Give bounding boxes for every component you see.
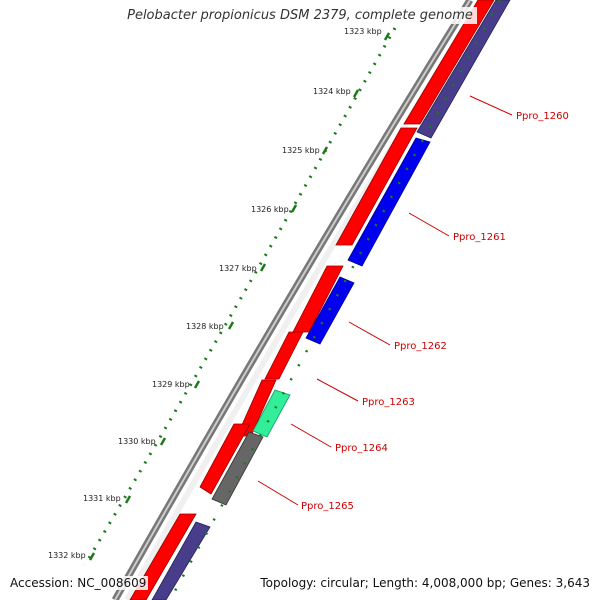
cds-feature-1260[interactable] (403, 0, 495, 125)
gene-label-ppro-1264[interactable]: Ppro_1264 (335, 443, 388, 454)
map-title: Pelobacter propionicus DSM 2379, complet… (0, 7, 600, 24)
tick-label: 1329 kbp (152, 380, 190, 389)
highlight-feature-1264[interactable] (252, 389, 291, 438)
genome-backbone-highlight (114, 0, 471, 600)
gene-callouts (257, 95, 513, 506)
inner-tick-arc (168, 0, 502, 600)
forward-feature-1261[interactable] (347, 137, 431, 267)
accession-label: Accession: NC_008609 (8, 576, 149, 590)
gene-label-ppro-1262[interactable]: Ppro_1262 (394, 341, 447, 352)
gene-labels: Ppro_1260 Ppro_1261 Ppro_1262 Ppro_1263 … (301, 111, 569, 512)
scale-arc (83, 27, 397, 566)
gene-label-ppro-1265[interactable]: Ppro_1265 (301, 501, 354, 512)
gray-feature-1265[interactable] (211, 431, 264, 506)
gene-label-ppro-1263[interactable]: Ppro_1263 (362, 397, 415, 408)
tick-label: 1324 kbp (313, 87, 351, 96)
cds-feature-1264[interactable] (199, 423, 251, 495)
tick-label: 1332 kbp (48, 551, 86, 560)
tick-label: 1326 kbp (251, 205, 289, 214)
cds-feature-1263[interactable] (264, 331, 304, 380)
genome-summary: Topology: circular; Length: 4,008,000 bp… (258, 576, 592, 590)
tick-label: 1331 kbp (83, 494, 121, 503)
gene-label-ppro-1260[interactable]: Ppro_1260 (516, 111, 569, 122)
tick-label: 1323 kbp (344, 27, 382, 36)
tick-label: 1325 kbp (282, 146, 320, 155)
cds-track (129, 0, 495, 600)
tick-label: 1327 kbp (219, 264, 257, 273)
gene-label-ppro-1261[interactable]: Ppro_1261 (453, 232, 506, 243)
map-title-text: Pelobacter propionicus DSM 2379, complet… (123, 7, 477, 24)
tick-label: 1328 kbp (186, 322, 224, 331)
reverse-feature-1267[interactable] (151, 521, 211, 600)
forward-feature-1262[interactable] (305, 276, 355, 345)
strand-track (151, 0, 511, 600)
cds-feature-1261[interactable] (335, 127, 418, 246)
reverse-feature-1260[interactable] (416, 0, 511, 139)
scale-tick-labels: 1323 kbp 1324 kbp 1325 kbp 1326 kbp 1327… (48, 27, 382, 560)
genome-backbone (111, 0, 473, 600)
scale-tick-marks (88, 32, 391, 561)
tick-label: 1330 kbp (118, 437, 156, 446)
